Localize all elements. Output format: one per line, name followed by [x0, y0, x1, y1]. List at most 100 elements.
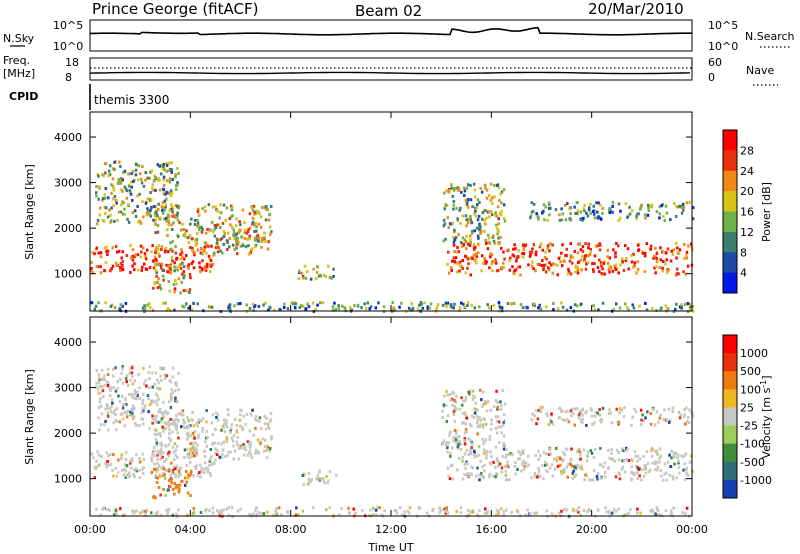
- heatmap-cell: [685, 201, 689, 205]
- heatmap-cell: [457, 188, 461, 191]
- heatmap-cell: [174, 399, 177, 403]
- heatmap-cell: [628, 205, 631, 209]
- heatmap-cell: [638, 304, 641, 308]
- heatmap-cell: [569, 242, 572, 246]
- heatmap-cell: [331, 305, 335, 309]
- heatmap-cell: [174, 251, 178, 255]
- heatmap-cell: [173, 265, 176, 269]
- heatmap-cell: [168, 428, 171, 432]
- heatmap-cell: [498, 462, 502, 466]
- heatmap-cell: [548, 268, 551, 272]
- heatmap-cell: [166, 218, 169, 222]
- heatmap-cell: [630, 465, 633, 469]
- heatmap-cell: [167, 452, 170, 456]
- heatmap-cell: [193, 441, 197, 445]
- heatmap-cell: [106, 507, 109, 511]
- heatmap-cell: [618, 411, 622, 415]
- heatmap-cell: [107, 428, 110, 432]
- heatmap-cell: [153, 214, 156, 218]
- heatmap-cell: [158, 407, 162, 411]
- heatmap-cell: [482, 451, 486, 455]
- heatmap-cell: [617, 458, 621, 462]
- heatmap-cell: [158, 387, 162, 391]
- heatmap-cell: [252, 512, 255, 516]
- heatmap-cell: [177, 475, 180, 479]
- heatmap-cell: [129, 244, 132, 248]
- heatmap-cell: [598, 258, 601, 262]
- heatmap-cell: [532, 209, 535, 213]
- colorbar-tick-label: 100: [740, 383, 761, 396]
- heatmap-cell: [155, 246, 158, 250]
- heatmap-cell: [502, 434, 506, 438]
- heatmap-cell: [151, 421, 154, 425]
- heatmap-cell: [354, 511, 357, 515]
- heatmap-cell: [554, 467, 557, 471]
- heatmap-cell: [147, 410, 150, 414]
- heatmap-cell: [254, 451, 257, 455]
- heatmap-cell: [480, 474, 484, 478]
- heatmap-cell: [167, 478, 171, 482]
- heatmap-cell: [161, 274, 165, 278]
- heatmap-cell: [238, 424, 242, 428]
- heatmap-cell: [678, 416, 682, 420]
- heatmap-cell: [175, 282, 178, 286]
- heatmap-cell: [644, 251, 647, 255]
- heatmap-cell: [110, 398, 114, 402]
- heatmap-cell: [105, 245, 108, 249]
- heatmap-cell: [497, 420, 501, 424]
- heatmap-cell: [581, 245, 585, 249]
- heatmap-cell: [195, 241, 198, 245]
- heatmap-cell: [499, 400, 502, 404]
- heatmap-cell: [440, 508, 443, 512]
- heatmap-cell: [97, 251, 100, 255]
- heatmap-cell: [191, 446, 195, 450]
- heatmap-cell: [161, 425, 164, 429]
- heatmap-cell: [441, 303, 445, 307]
- heatmap-cell: [642, 454, 645, 458]
- heatmap-cell: [240, 408, 243, 412]
- heatmap-cell: [143, 262, 146, 266]
- heatmap-cell: [257, 222, 261, 226]
- heatmap-cell: [241, 428, 244, 432]
- heatmap-cell: [203, 205, 207, 209]
- heatmap-cell: [172, 419, 175, 423]
- heatmap-cell: [627, 213, 631, 217]
- heatmap-cell: [100, 404, 103, 408]
- heatmap-cell: [448, 393, 452, 396]
- heatmap-cell: [251, 216, 255, 220]
- heatmap-cell: [214, 246, 218, 250]
- heatmap-cell: [116, 470, 120, 474]
- heatmap-cell: [216, 209, 219, 213]
- heatmap-cell: [131, 393, 135, 397]
- time-xlabel: Time UT: [367, 541, 413, 554]
- heatmap-cell: [260, 512, 263, 516]
- heatmap-cell: [244, 245, 248, 249]
- heatmap-cell: [250, 456, 254, 460]
- heatmap-cell: [160, 245, 164, 249]
- heatmap-cell: [606, 261, 610, 265]
- heatmap-cell: [158, 473, 161, 477]
- heatmap-cell: [473, 451, 476, 454]
- heatmap-cell: [309, 277, 313, 281]
- heatmap-cell: [145, 267, 149, 271]
- heatmap-cell: [669, 465, 672, 468]
- heatmap-cell: [113, 160, 116, 164]
- heatmap-cell: [227, 506, 230, 510]
- heatmap-cell: [337, 307, 340, 311]
- heatmap-cell: [104, 261, 108, 265]
- heatmap-cell: [144, 254, 147, 258]
- heatmap-cell: [636, 454, 640, 458]
- heatmap-cell: [157, 420, 160, 424]
- colorbar-frame: [722, 334, 738, 499]
- heatmap-cell: [182, 265, 186, 269]
- heatmap-cell: [162, 451, 165, 455]
- heatmap-cell: [140, 177, 143, 181]
- heatmap-cell: [190, 262, 193, 266]
- heatmap-cell: [198, 261, 201, 265]
- heatmap-cell: [524, 513, 528, 517]
- heatmap-cell: [608, 270, 611, 274]
- heatmap-cell: [170, 191, 174, 195]
- heatmap-cell: [454, 432, 458, 436]
- heatmap-cell: [224, 423, 228, 427]
- heatmap-cell: [536, 473, 540, 477]
